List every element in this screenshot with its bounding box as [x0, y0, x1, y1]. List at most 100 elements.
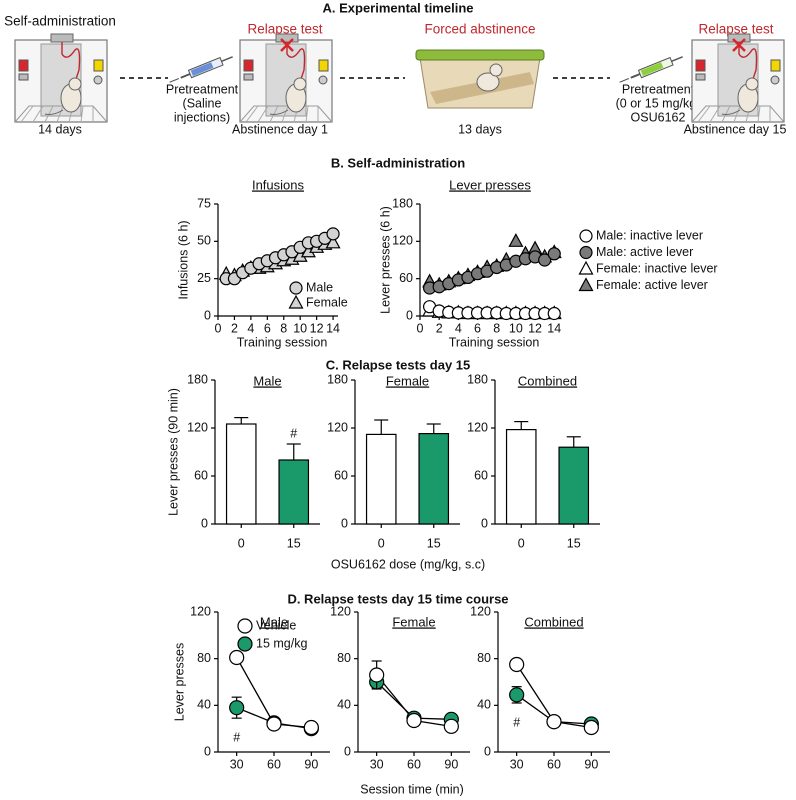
y-tick-label: 80	[337, 651, 351, 665]
y-tick-label: 180	[392, 196, 413, 210]
x-axis-label: Training session	[449, 335, 540, 349]
x-tick-label: 0	[518, 536, 525, 550]
data-point	[229, 649, 245, 666]
x-tick-label: 6	[474, 321, 481, 335]
syringe	[619, 56, 683, 83]
legend-marker	[579, 245, 593, 260]
legend-label: Female	[306, 295, 348, 309]
chart-title: Infusions	[252, 177, 305, 192]
data-point	[266, 716, 282, 732]
chart-title: Male	[260, 614, 288, 629]
data-point	[369, 667, 385, 683]
pretreatment-text: Pretreatment	[622, 82, 695, 96]
pretreatment-text: (0 or 15 mg/kg)	[616, 96, 701, 110]
legend-marker	[288, 294, 304, 309]
pretreatment-text: Pretreatment	[166, 82, 239, 96]
x-tick-label: 90	[444, 757, 458, 771]
panel-title: C. Relapse tests day 15	[326, 357, 471, 372]
x-tick-label: 8	[493, 321, 500, 335]
legend-label: 15 mg/kg	[256, 636, 307, 650]
legend-marker	[578, 277, 594, 292]
bar	[505, 429, 537, 525]
x-axis-label: Session time (min)	[360, 782, 464, 796]
y-tick-label: 0	[484, 744, 491, 758]
bar	[278, 459, 310, 525]
legend-marker	[289, 281, 303, 295]
y-tick-label: 120	[327, 420, 348, 434]
y-tick-label: 0	[481, 516, 488, 530]
cage	[14, 33, 108, 123]
y-tick-label: 120	[392, 234, 413, 248]
legend-label: Female: inactive lever	[596, 261, 718, 275]
x-tick-label: 15	[287, 536, 301, 550]
data-point	[509, 687, 525, 703]
chart-title: Combined	[524, 614, 583, 629]
x-tick-label: 10	[293, 321, 307, 335]
y-tick-label: 60	[194, 468, 208, 482]
annotation: #	[290, 426, 297, 440]
x-tick-label: 90	[304, 757, 318, 771]
x-tick-label: 0	[417, 321, 424, 335]
bar	[225, 423, 257, 525]
x-tick-label: 0	[215, 321, 222, 335]
x-tick-label: 2	[231, 321, 238, 335]
syringe	[169, 56, 233, 83]
chart-title: Female	[392, 614, 435, 629]
pretreatment-text: (Saline	[183, 96, 222, 110]
y-tick-label: 0	[344, 744, 351, 758]
bar	[418, 433, 450, 525]
data-point	[406, 712, 422, 729]
x-tick-label: 60	[407, 757, 421, 771]
annotation: #	[513, 715, 520, 729]
y-tick-label: 60	[399, 271, 413, 285]
x-tick-label: 8	[280, 321, 287, 335]
y-tick-label: 0	[204, 744, 211, 758]
y-tick-label: 75	[197, 196, 211, 210]
y-tick-label: 25	[197, 271, 211, 285]
x-tick-label: 2	[436, 321, 443, 335]
y-tick-label: 60	[474, 468, 488, 482]
y-tick-label: 120	[190, 604, 211, 618]
y-tick-label: 0	[204, 308, 211, 322]
y-tick-label: 180	[467, 372, 488, 386]
panel-title: D. Relapse tests day 15 time course	[287, 591, 508, 606]
stage-duration: Abstinence day 15	[684, 122, 787, 136]
y-tick-label: 180	[187, 372, 208, 386]
y-tick-label: 40	[337, 698, 351, 712]
stage-duration: 14 days	[38, 122, 82, 136]
y-axis-label: Infusions (6 h)	[176, 220, 190, 299]
pretreatment-text: OSU6162	[631, 110, 686, 124]
x-tick-label: 30	[510, 757, 524, 771]
bar	[558, 446, 590, 525]
legend-marker	[237, 618, 253, 634]
legend-label: Male: inactive lever	[596, 228, 703, 242]
x-tick-label: 15	[567, 536, 581, 550]
legend-label: Male: active lever	[596, 245, 693, 259]
data-point	[229, 700, 245, 716]
data-point	[547, 247, 561, 261]
y-tick-label: 80	[477, 651, 491, 665]
data-point	[303, 719, 319, 736]
data-point	[583, 719, 599, 736]
data-point	[546, 714, 562, 730]
data-point	[326, 227, 340, 241]
y-tick-label: 180	[327, 372, 348, 386]
stage-label: Relapse test	[247, 22, 322, 37]
stage-label: Self-administration	[4, 14, 116, 29]
home-cage	[415, 49, 545, 109]
x-tick-label: 10	[509, 321, 523, 335]
y-tick-label: 120	[470, 604, 491, 618]
chart-title: Female	[386, 373, 429, 388]
y-tick-label: 80	[197, 651, 211, 665]
legend-label: Male	[306, 280, 333, 294]
y-tick-label: 0	[201, 516, 208, 530]
chart-title: Combined	[518, 373, 577, 388]
x-tick-label: 60	[547, 757, 561, 771]
x-tick-label: 6	[264, 321, 271, 335]
y-tick-label: 40	[477, 698, 491, 712]
legend-marker	[237, 636, 253, 652]
x-tick-label: 15	[427, 536, 441, 550]
legend-label: Female: active lever	[596, 278, 708, 292]
x-tick-label: 12	[310, 321, 324, 335]
